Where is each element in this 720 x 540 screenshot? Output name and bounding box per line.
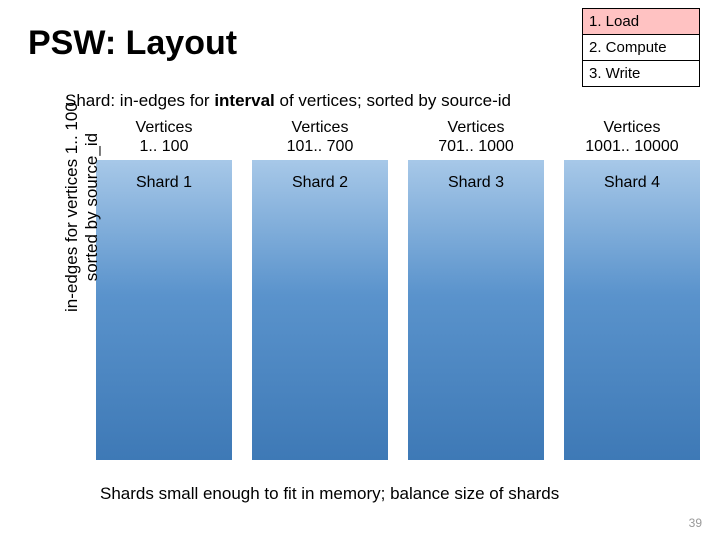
header-col-4: Vertices 1001.. 10000 bbox=[564, 118, 700, 156]
footer-text: Shards small enough to fit in memory; ba… bbox=[100, 484, 559, 504]
y-axis-label: in-edges for vertices 1.. 100 sorted by … bbox=[62, 102, 101, 312]
subheading-suffix: of vertices; sorted by source-id bbox=[275, 91, 511, 110]
header-line: Vertices bbox=[604, 119, 661, 136]
column-headers: Vertices 1.. 100 Vertices 101.. 700 Vert… bbox=[96, 118, 700, 156]
header-col-2: Vertices 101.. 700 bbox=[252, 118, 388, 156]
header-line: Vertices bbox=[136, 119, 193, 136]
ylabel-line2: sorted by source_id bbox=[82, 133, 101, 281]
subheading: Shard: in-edges for interval of vertices… bbox=[65, 91, 511, 111]
page-number: 39 bbox=[689, 516, 702, 530]
header-line: 101.. 700 bbox=[287, 138, 354, 155]
header-line: 1.. 100 bbox=[140, 138, 189, 155]
header-col-1: Vertices 1.. 100 bbox=[96, 118, 232, 156]
step-load: 1. Load bbox=[583, 9, 699, 35]
shard-3: Shard 3 bbox=[408, 160, 544, 460]
header-line: Vertices bbox=[292, 119, 349, 136]
header-line: 701.. 1000 bbox=[438, 138, 514, 155]
header-line: 1001.. 10000 bbox=[585, 138, 678, 155]
header-col-3: Vertices 701.. 1000 bbox=[408, 118, 544, 156]
step-compute: 2. Compute bbox=[583, 35, 699, 61]
steps-box: 1. Load 2. Compute 3. Write bbox=[582, 8, 700, 87]
ylabel-line1: in-edges for vertices 1.. 100 bbox=[62, 102, 81, 312]
shard-4: Shard 4 bbox=[564, 160, 700, 460]
shard-2: Shard 2 bbox=[252, 160, 388, 460]
header-line: Vertices bbox=[448, 119, 505, 136]
shards-row: Shard 1 Shard 2 Shard 3 Shard 4 bbox=[96, 160, 700, 460]
shard-1: Shard 1 bbox=[96, 160, 232, 460]
step-write: 3. Write bbox=[583, 61, 699, 86]
subheading-bold: interval bbox=[214, 91, 274, 110]
slide-title: PSW: Layout bbox=[28, 24, 237, 63]
